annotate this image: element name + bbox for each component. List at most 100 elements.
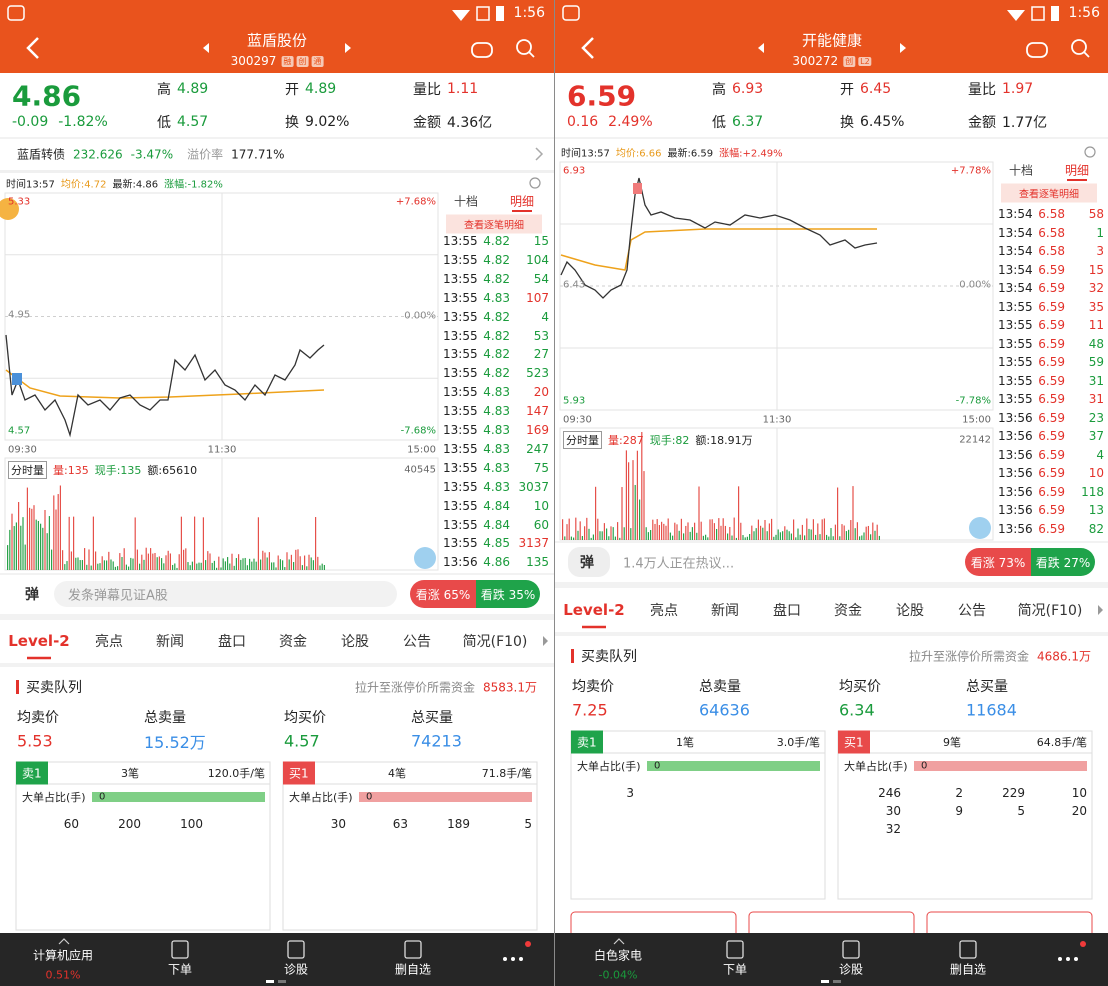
detail-link[interactable]: 查看逐笔明细 xyxy=(446,214,542,234)
nav-item[interactable]: 删自选 xyxy=(949,962,987,977)
section-tab[interactable]: 资金 xyxy=(279,634,307,650)
section-tab[interactable]: 新闻 xyxy=(711,603,739,619)
badge: 通 xyxy=(311,55,324,67)
volume-bar xyxy=(174,563,176,570)
volume-bar xyxy=(566,524,568,540)
volume-bar xyxy=(643,471,645,540)
nav-item[interactable]: 诊股 xyxy=(283,962,309,977)
section-tab[interactable]: Level-2 xyxy=(563,601,625,619)
stat-value: 4.89 xyxy=(177,81,209,97)
volume-bar xyxy=(211,562,213,570)
section-tab[interactable]: 盘口 xyxy=(773,603,801,619)
volume-bar xyxy=(570,536,572,540)
summary-label: 均买价 xyxy=(284,710,326,726)
volume-bar xyxy=(722,518,724,540)
trade-volume: 1 xyxy=(1096,225,1104,240)
vote-bear[interactable]: 看跌 35% xyxy=(476,580,540,608)
order-count: 1笔 xyxy=(676,736,694,749)
section-tab[interactable]: 论股 xyxy=(341,634,369,650)
section-tab[interactable]: 公告 xyxy=(958,603,986,619)
volume-bar xyxy=(213,560,215,570)
trade-time: 13:56 xyxy=(998,503,1033,517)
volume-bar xyxy=(843,525,845,540)
volume-bar xyxy=(724,525,726,540)
comment-placeholder[interactable]: 发条弹幕见证A股 xyxy=(68,588,168,604)
tab[interactable]: 十档 xyxy=(453,194,479,209)
nav-item[interactable]: 下单 xyxy=(167,962,193,977)
sector-pct[interactable]: 0.51% xyxy=(45,968,81,982)
volume-bar xyxy=(147,553,149,570)
vote-bear[interactable]: 看跌 27% xyxy=(1031,548,1095,576)
section-tab[interactable]: 盘口 xyxy=(218,634,246,650)
section-tab[interactable]: 亮点 xyxy=(95,634,123,650)
section-tab[interactable]: 论股 xyxy=(896,603,924,619)
order-count: 9笔 xyxy=(943,736,961,749)
sector-name[interactable]: 白色家电 xyxy=(593,948,643,963)
vote-bull[interactable]: 看涨 73% xyxy=(965,548,1031,576)
trade-price: 4.82 xyxy=(483,271,510,286)
trade-volume: 169 xyxy=(526,423,549,437)
volume-bar xyxy=(253,558,255,570)
trade-time: 13:55 xyxy=(443,404,478,419)
nav-item[interactable]: 诊股 xyxy=(838,962,864,977)
robot-icon xyxy=(1026,42,1048,58)
trade-time: 13:55 xyxy=(998,318,1033,332)
volume-bar xyxy=(588,528,590,540)
volume-bar xyxy=(766,531,768,540)
section-tab[interactable]: 资金 xyxy=(834,603,862,619)
nav-item[interactable]: 删自选 xyxy=(394,962,432,977)
vote-bull[interactable]: 看涨 65% xyxy=(410,580,476,608)
volume-bar xyxy=(841,524,843,540)
sector-name[interactable]: 计算机应用 xyxy=(32,948,94,963)
volume-bar xyxy=(99,563,101,570)
volume-bar xyxy=(77,557,79,570)
section-tab[interactable]: 亮点 xyxy=(650,603,678,619)
volume-bar xyxy=(746,536,748,540)
volume-bar xyxy=(264,552,266,570)
stat-label: 换 xyxy=(840,115,854,131)
change: -0.09 xyxy=(12,114,49,130)
volume-bar xyxy=(665,525,667,540)
trade-price: 4.83 xyxy=(483,385,510,400)
detail-link[interactable]: 查看逐笔明细 xyxy=(1001,183,1097,203)
avg-per-order: 71.8手/笔 xyxy=(481,767,532,780)
tab[interactable]: 明细 xyxy=(509,194,535,209)
funds-value: 8583.1万 xyxy=(483,680,537,695)
volume-bar xyxy=(73,516,75,570)
volume-bar xyxy=(606,528,608,540)
comment-placeholder[interactable]: 1.4万人正在热议... xyxy=(623,556,735,572)
section-tab[interactable]: 新闻 xyxy=(156,634,184,650)
volume-bar xyxy=(694,522,696,540)
volume-bar xyxy=(636,450,638,540)
volume-bar xyxy=(735,537,737,540)
volume-bar xyxy=(812,519,814,540)
volume-bar xyxy=(86,564,88,570)
trade-volume: 523 xyxy=(526,366,549,381)
volume-bar xyxy=(718,518,720,540)
trade-volume: 10 xyxy=(1088,466,1104,480)
volume-bar xyxy=(35,519,37,570)
volume-bar xyxy=(233,565,235,570)
danmaku-icon[interactable]: 弹 xyxy=(580,555,594,571)
volume-bar xyxy=(581,536,583,540)
section-tab[interactable]: 简况(F10) xyxy=(1017,603,1083,619)
trade-volume: 32 xyxy=(1088,281,1104,295)
volume-bar xyxy=(20,525,22,570)
sector-pct[interactable]: -0.04% xyxy=(598,968,638,982)
status-icon xyxy=(562,5,580,21)
nav-item[interactable]: 下单 xyxy=(722,962,748,977)
section-tab[interactable]: Level-2 xyxy=(8,632,70,650)
big-order-value: 0 xyxy=(99,791,106,803)
trade-price: 6.59 xyxy=(1038,299,1065,314)
volume-bar xyxy=(262,550,264,570)
volume-bar xyxy=(731,535,733,540)
chevron xyxy=(535,147,544,161)
section-tab[interactable]: 公告 xyxy=(403,634,431,650)
section-tab[interactable]: 简况(F10) xyxy=(462,634,528,650)
volume-bar xyxy=(288,559,290,570)
tab[interactable]: 十档 xyxy=(1008,163,1034,178)
queue-box xyxy=(837,730,1093,900)
tab[interactable]: 明细 xyxy=(1064,163,1090,178)
danmaku-icon[interactable]: 弹 xyxy=(25,587,39,603)
more-dot xyxy=(503,957,507,961)
